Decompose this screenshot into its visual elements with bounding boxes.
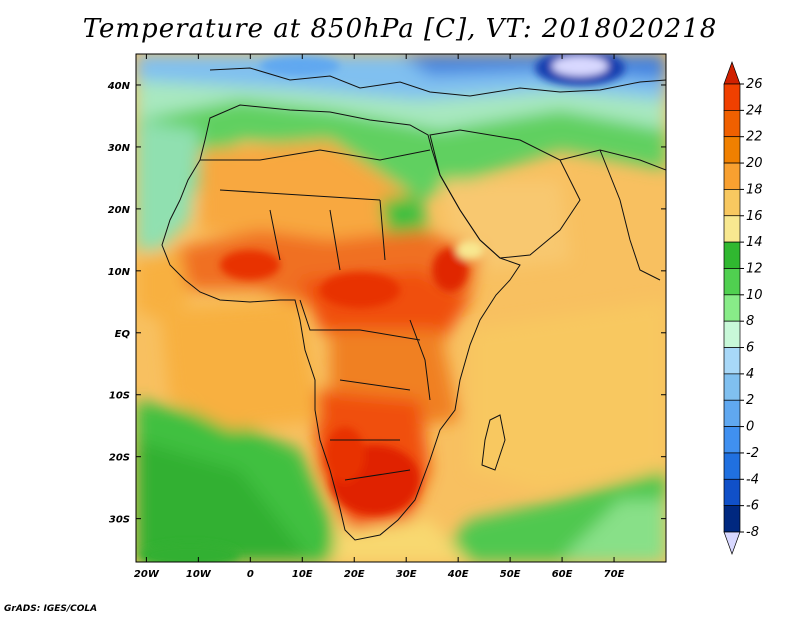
x-tick-label: 10E — [292, 569, 313, 580]
x-tick-label: 0 — [247, 569, 254, 580]
footer-credit: GrADS: IGES/COLA — [4, 604, 98, 614]
y-tick-label: 10S — [109, 391, 130, 402]
y-tick-label: 40N — [107, 81, 131, 92]
x-tick-label: 70E — [604, 569, 625, 580]
colorbar-label: 22 — [746, 130, 763, 145]
colorbar-box — [723, 294, 741, 322]
colorbar-label: -2 — [746, 446, 759, 461]
colorbar-box — [723, 83, 741, 111]
x-tick-label: 40E — [447, 569, 469, 580]
colorbar-label: 10 — [746, 288, 763, 303]
y-tick-label: 30N — [108, 143, 131, 154]
y-tick-label: 10N — [108, 267, 131, 278]
map-title: Temperature at 850hPa [C], VT: 201802021… — [82, 14, 718, 44]
x-tick-label: 20W — [134, 569, 160, 580]
colorbar-box — [723, 215, 741, 243]
colorbar-box — [723, 320, 741, 348]
colorbar-label: 12 — [746, 261, 763, 276]
map-frame — [135, 53, 667, 563]
colorbar-box — [723, 136, 741, 164]
colorbar-box — [723, 110, 741, 138]
colorbar-triangle-top — [723, 60, 741, 85]
colorbar-label: 24 — [746, 103, 763, 118]
x-tick-label: 20E — [344, 569, 365, 580]
x-tick-label: 60E — [552, 569, 573, 580]
colorbar-label: -8 — [746, 525, 759, 540]
y-tick-label: 20S — [109, 453, 130, 464]
colorbar-label: 6 — [746, 341, 754, 356]
coastlines — [161, 67, 666, 541]
temperature-field — [136, 54, 666, 562]
x-tick-label: 50E — [500, 569, 521, 580]
y-tick-label: 30S — [109, 515, 130, 526]
colorbar-label: 18 — [746, 182, 763, 197]
colorbar-label: 20 — [746, 156, 763, 171]
colorbar-label: 4 — [746, 367, 754, 382]
colorbar-label: 8 — [746, 314, 754, 329]
colorbar-box — [723, 189, 741, 217]
x-tick-label: 10W — [186, 569, 212, 580]
colorbar-box — [723, 399, 741, 427]
colorbar-box — [723, 478, 741, 506]
colorbar-box — [723, 162, 741, 190]
colorbar-label: -4 — [746, 472, 759, 487]
colorbar-label: 16 — [746, 209, 763, 224]
colorbar-box — [723, 505, 741, 533]
y-tick-label: 20N — [108, 205, 131, 216]
colorbar-box — [723, 268, 741, 296]
colorbar-box — [723, 241, 741, 269]
x-axis: 20W 10W 0 10E 20E 30E 40E 50E 60E 70E — [134, 54, 625, 580]
colorbar-triangle-bottom — [723, 531, 741, 556]
colorbar-box — [723, 426, 741, 454]
colorbar-box — [723, 373, 741, 401]
colorbar-label: 26 — [746, 77, 763, 92]
y-axis: 40N 30N 20N 10N EQ 10S 20S 30S — [107, 81, 666, 526]
y-tick-label: EQ — [115, 329, 131, 340]
colorbar-box — [723, 452, 741, 480]
x-tick-label: 30E — [396, 569, 417, 580]
colorbar-label: 0 — [746, 420, 754, 435]
colorbar-label: 2 — [746, 393, 754, 408]
colorbar-label: 14 — [746, 235, 763, 250]
colorbar-box — [723, 347, 741, 375]
colorbar-label: -6 — [746, 499, 759, 514]
